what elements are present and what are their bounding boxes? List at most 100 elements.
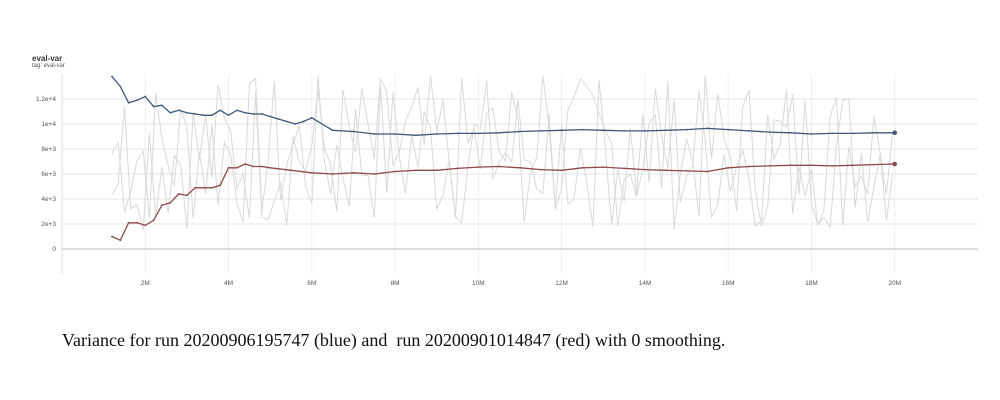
x-tick-label: 8M: [391, 280, 400, 287]
x-tick-label: 4M: [224, 280, 233, 287]
series-point-0: [810, 133, 813, 135]
series-point-0: [623, 129, 625, 132]
series-point-1: [456, 167, 459, 170]
raw-noise-lines: [111, 75, 894, 231]
series-point-1: [664, 169, 667, 172]
series-end-marker-0: [892, 130, 898, 136]
series-point-1: [152, 219, 155, 222]
series-point-1: [244, 163, 247, 165]
series-point-0: [789, 131, 792, 134]
series-point-1: [477, 166, 480, 169]
series-point-0: [831, 132, 834, 135]
series-point-0: [127, 101, 130, 104]
series-point-0: [560, 129, 563, 132]
x-tick-label: 6M: [307, 280, 316, 287]
series-point-0: [602, 129, 605, 132]
series-point-1: [186, 194, 188, 197]
series-point-1: [560, 169, 563, 172]
series-point-0: [285, 120, 288, 123]
series-point-1: [310, 171, 313, 174]
series-point-1: [539, 168, 542, 171]
series-point-0: [664, 129, 667, 132]
series-point-0: [331, 129, 334, 132]
y-tick-label: 2e+3: [41, 221, 56, 228]
series-point-1: [810, 164, 813, 167]
series-point-1: [260, 165, 263, 168]
series-point-0: [310, 116, 313, 119]
series-point-0: [186, 111, 188, 114]
series-point-0: [169, 111, 172, 114]
series-point-1: [685, 169, 688, 172]
series-point-1: [373, 173, 376, 175]
series-point-0: [119, 85, 122, 88]
series-point-0: [727, 128, 730, 131]
series-point-0: [519, 130, 521, 133]
series-point-0: [498, 131, 501, 134]
series-point-1: [727, 166, 730, 169]
series-point-0: [644, 129, 646, 132]
series-point-1: [748, 165, 750, 168]
series-point-1: [831, 164, 834, 167]
x-tick-labels: 2M 4M 6M 8M 10M 12M 14M 16M 18M 20M: [141, 280, 901, 287]
figure-caption: Variance for run 20200906195747 (blue) a…: [62, 330, 726, 350]
series-point-1: [136, 221, 138, 224]
series-end-marker-1: [892, 161, 898, 167]
series-point-0: [219, 109, 222, 112]
series-point-0: [202, 114, 205, 117]
series-point-1: [161, 204, 163, 207]
series-line-1: [111, 163, 895, 242]
series-point-0: [748, 129, 750, 132]
series-point-0: [244, 111, 247, 114]
series-point-1: [235, 166, 238, 169]
series-point-0: [394, 133, 396, 135]
series-point-1: [290, 169, 292, 172]
series-point-0: [852, 132, 854, 135]
series-point-1: [706, 170, 709, 173]
series-point-0: [352, 130, 355, 133]
series-lines: [111, 75, 898, 242]
series-point-0: [435, 133, 438, 135]
series-point-0: [456, 132, 459, 135]
series-point-1: [789, 164, 792, 167]
series-point-1: [768, 164, 771, 167]
series-point-0: [194, 113, 197, 115]
series-point-1: [252, 165, 255, 168]
series-point-1: [352, 171, 355, 174]
series-point-1: [194, 186, 197, 189]
series-point-0: [539, 129, 542, 132]
chart-plot: 0 2e+3 4e+3 6e+3 8e+3 1e+4 1.2e+4 2M 4M 6M 8M 10M 1…: [36, 74, 978, 287]
chart-tag: tag: eval-var: [32, 63, 66, 69]
series-point-0: [269, 115, 272, 118]
axes: [61, 74, 978, 274]
series-point-0: [235, 109, 238, 112]
series-point-1: [202, 186, 205, 189]
y-tick-label: 8e+3: [41, 146, 56, 153]
y-tick-labels: 0 2e+3 4e+3 6e+3 8e+3 1e+4 1.2e+4: [36, 96, 56, 253]
x-tick-label: 12M: [555, 280, 568, 287]
series-point-0: [415, 134, 417, 137]
series-point-0: [373, 133, 376, 135]
x-tick-label: 18M: [805, 280, 818, 287]
series-point-1: [210, 186, 213, 189]
x-tick-label: 16M: [722, 280, 735, 287]
series-point-0: [768, 131, 771, 134]
series-point-1: [415, 169, 417, 172]
series-point-1: [519, 166, 521, 169]
series-point-1: [394, 170, 396, 173]
series-point-0: [260, 113, 263, 115]
y-tick-label: 1e+4: [41, 121, 56, 128]
series-point-1: [227, 166, 230, 169]
series-point-0: [477, 132, 480, 135]
series-point-0: [294, 123, 297, 125]
series-point-1: [169, 201, 172, 204]
y-tick-label: 0: [52, 246, 56, 253]
series-point-0: [152, 105, 155, 108]
series-point-1: [219, 184, 222, 187]
x-tick-label: 14M: [639, 280, 652, 287]
raw-noise-line: [111, 75, 894, 230]
series-point-0: [706, 127, 709, 130]
series-point-1: [623, 167, 625, 170]
x-tick-label: 10M: [472, 280, 485, 287]
series-point-0: [177, 109, 180, 112]
series-point-0: [144, 95, 147, 98]
